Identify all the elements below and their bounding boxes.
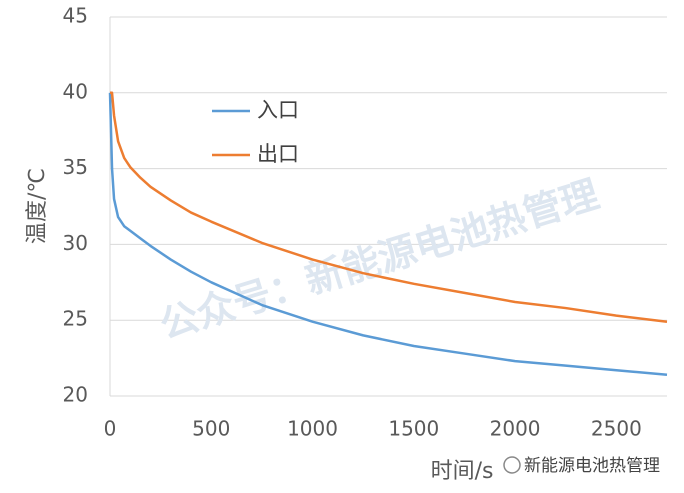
y-tick-label: 45 xyxy=(63,4,88,28)
y-tick-label: 35 xyxy=(63,155,88,179)
x-tick-label: 0 xyxy=(104,417,117,441)
y-axis-title: 温度/℃ xyxy=(25,168,50,244)
watermark-icon xyxy=(503,456,521,474)
series-line xyxy=(108,92,668,377)
x-axis-title: 时间/s xyxy=(431,459,494,484)
x-tick-label: 2000 xyxy=(490,417,541,441)
y-tick-label: 25 xyxy=(63,307,88,331)
y-tick-label: 20 xyxy=(63,383,88,407)
x-tick-label: 2500 xyxy=(591,417,642,441)
x-tick-label: 1000 xyxy=(287,417,338,441)
series-line xyxy=(110,91,668,323)
y-tick-label: 40 xyxy=(63,79,88,103)
y-tick-label: 30 xyxy=(63,231,88,255)
x-tick-label: 1500 xyxy=(388,417,439,441)
legend-label: 出口 xyxy=(257,142,299,166)
legend-label: 入口 xyxy=(257,98,299,122)
watermark-footer: 新能源电池热管理 xyxy=(524,456,660,476)
grid xyxy=(110,16,667,397)
x-tick-label: 500 xyxy=(192,417,230,441)
